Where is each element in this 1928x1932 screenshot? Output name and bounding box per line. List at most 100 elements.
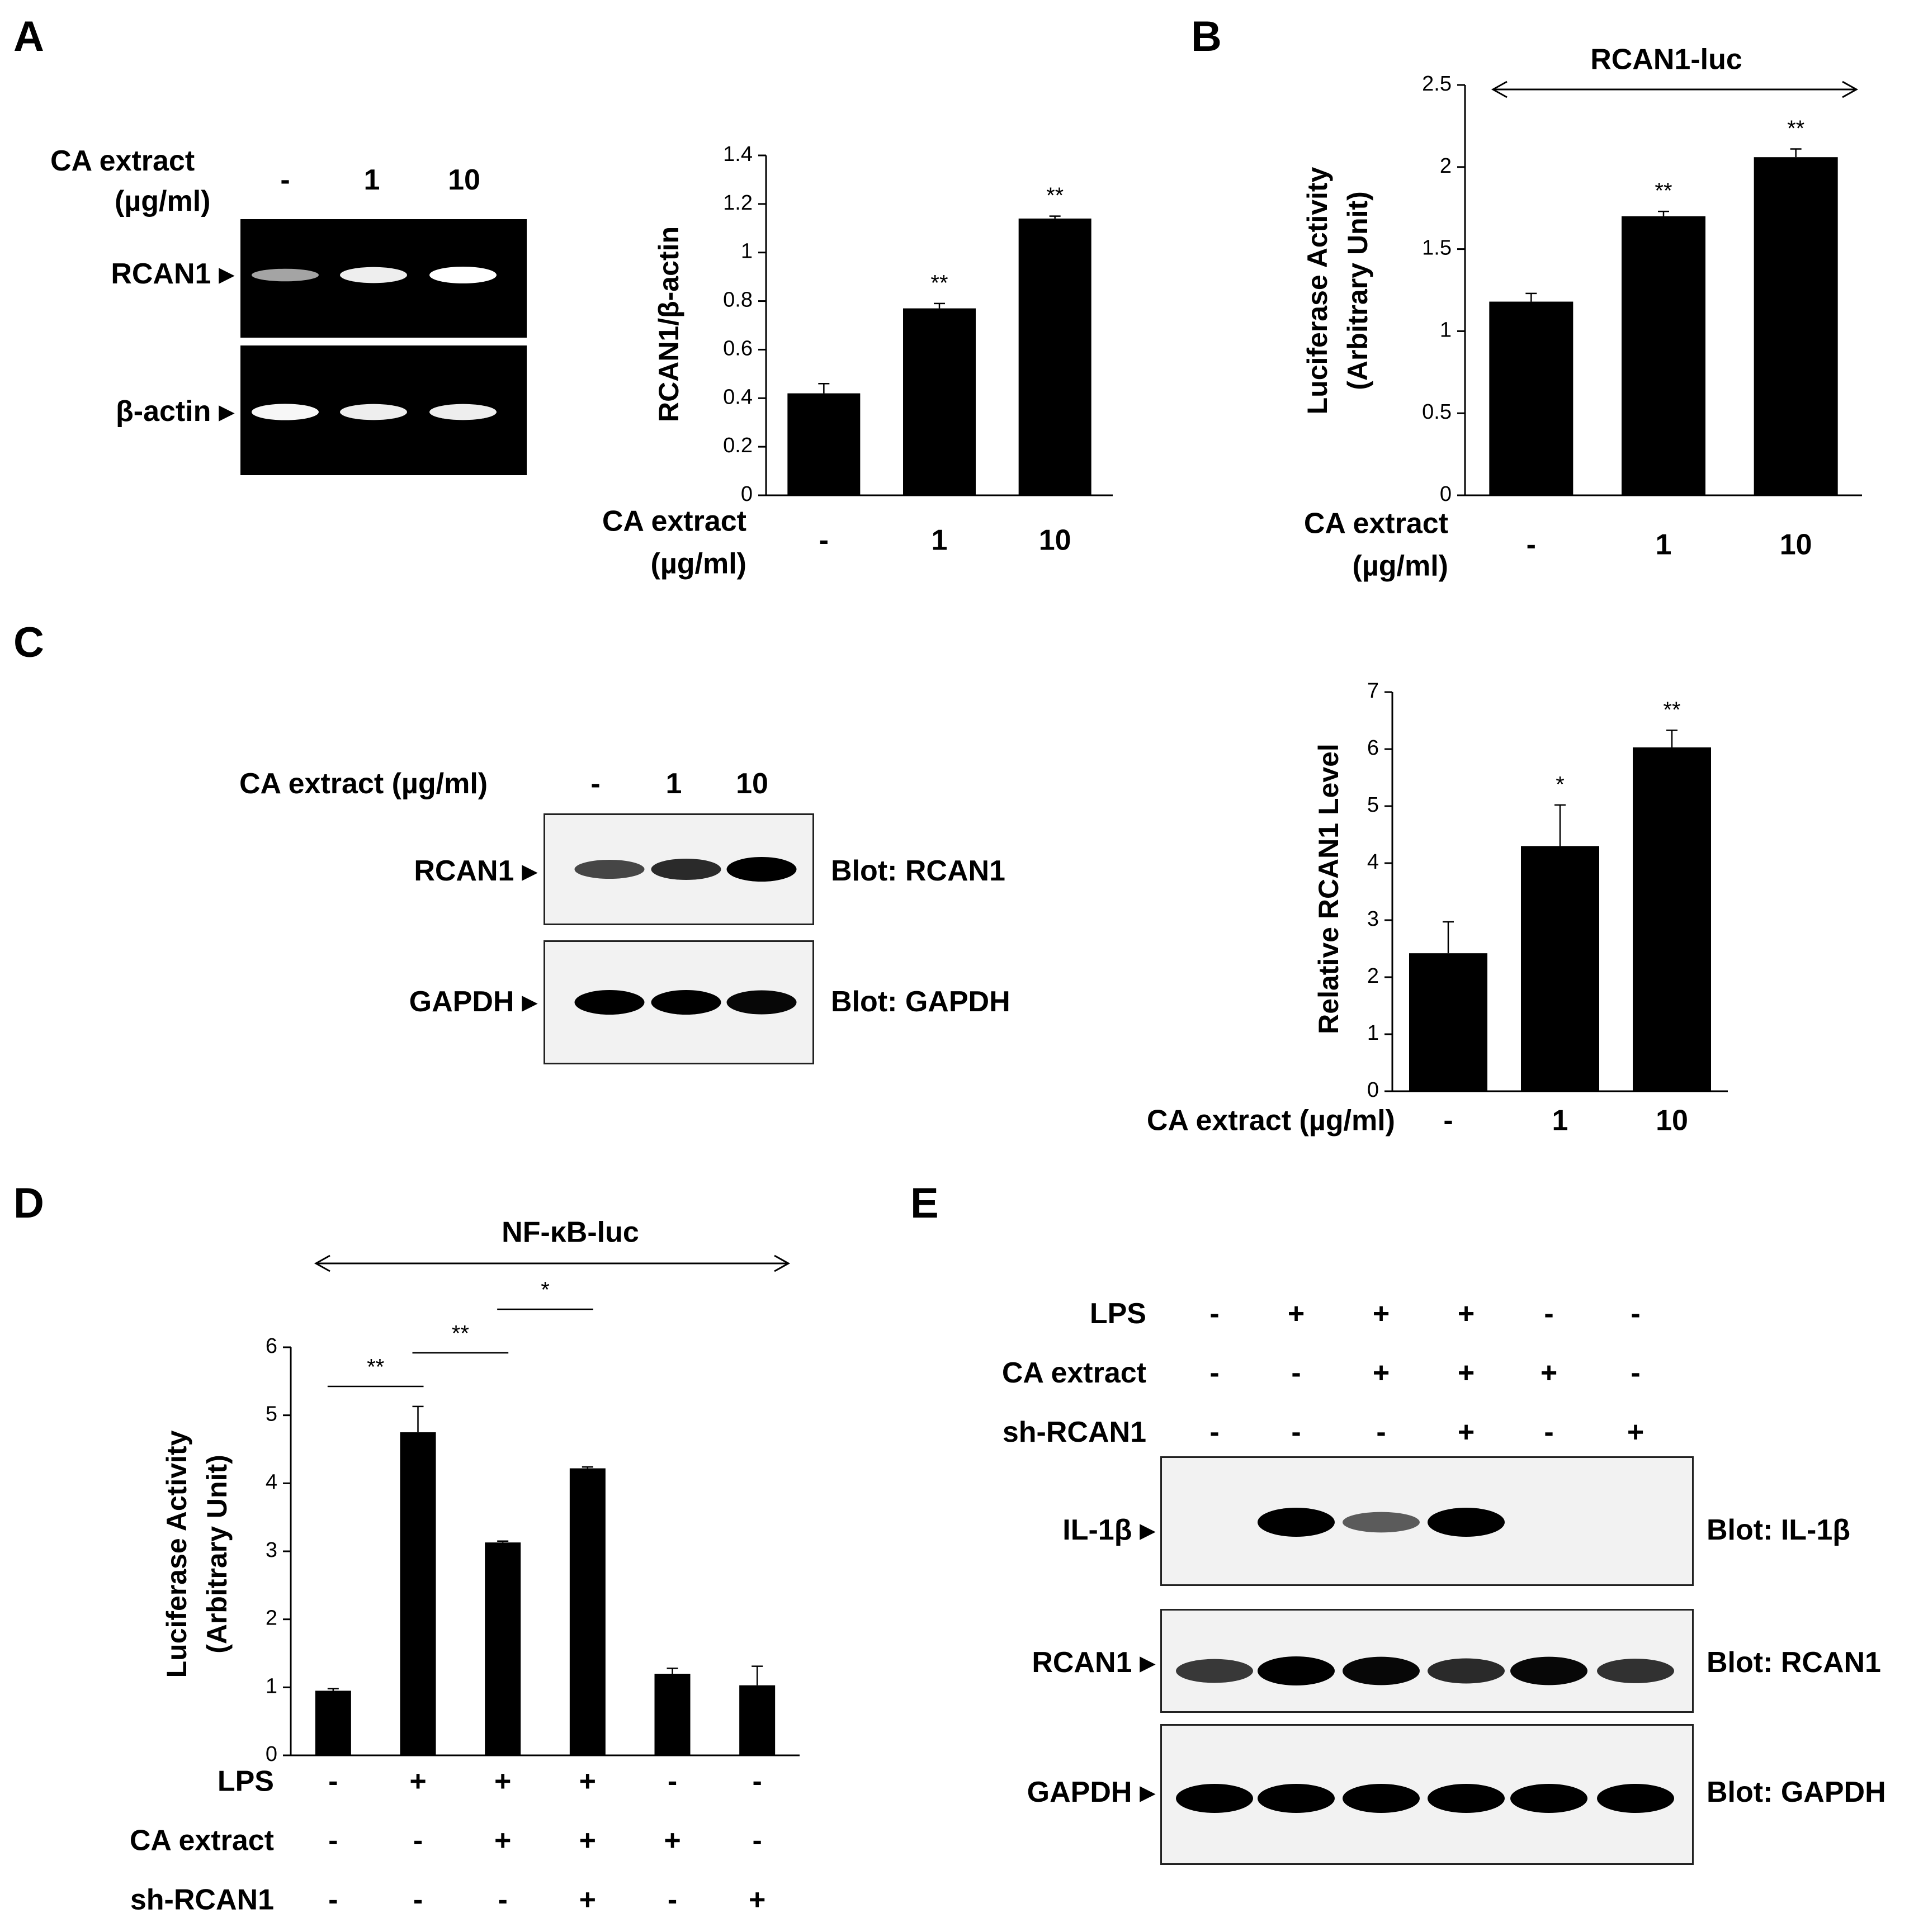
band: [1258, 1784, 1335, 1813]
treatment-label: sh-RCAN1: [130, 1884, 274, 1916]
y-tick-label: 1: [1440, 318, 1452, 342]
gel-a-lane-label: 10: [448, 164, 480, 196]
treatment-label: sh-RCAN1: [1002, 1416, 1146, 1448]
band: [574, 990, 645, 1015]
y-tick-label: 1: [741, 240, 753, 263]
x-tick-label: -: [1527, 529, 1536, 561]
y-tick-label: 1: [1367, 1021, 1379, 1045]
band: [1428, 1658, 1505, 1684]
blot-c-row-label-rcan1: RCAN1 ▸: [414, 855, 537, 887]
y-tick-label: 2: [1367, 964, 1379, 988]
blot-c-lane-label: 1: [665, 768, 682, 800]
arrow-head-right: [774, 1254, 791, 1272]
panel-letter-a: A: [13, 13, 44, 60]
y-tick-label: 0.4: [723, 385, 753, 409]
blot-c-lane-label: -: [590, 768, 601, 800]
bar: [569, 1468, 606, 1755]
y-tick-label: 0: [741, 482, 753, 506]
arrow-head-right: [1842, 80, 1859, 98]
treatment-sign: +: [579, 1825, 596, 1857]
bar: [787, 393, 861, 495]
y-tick-label: 4: [266, 1470, 277, 1494]
comparison-label: **: [452, 1322, 469, 1346]
band: [651, 990, 721, 1015]
gel-a-treatment-label: CA extract: [50, 145, 195, 177]
treatment-sign: -: [1291, 1357, 1301, 1389]
y-tick-label: 0.2: [723, 434, 753, 457]
comparison-label: **: [367, 1355, 384, 1380]
blot-e-row-label-il1b: IL-1β ▸: [1062, 1514, 1155, 1546]
bar: [739, 1685, 776, 1755]
band: [1343, 1656, 1420, 1685]
treatment-sign: -: [1209, 1416, 1220, 1448]
x-tick-label: 1: [932, 524, 948, 557]
significance-label: *: [1556, 773, 1565, 797]
treatment-sign: +: [409, 1765, 426, 1798]
y-tick-label: 3: [266, 1538, 277, 1562]
x-tick-label: -: [819, 524, 829, 557]
comparison-label: *: [541, 1278, 550, 1303]
treatment-sign: +: [1540, 1357, 1558, 1389]
significance-label: **: [1046, 183, 1064, 208]
treatment-sign: -: [413, 1825, 423, 1857]
treatment-label: LPS: [1089, 1298, 1146, 1330]
band: [726, 990, 797, 1015]
treatment-sign: -: [1631, 1298, 1641, 1330]
band: [1176, 1784, 1253, 1813]
treatment-sign: -: [668, 1765, 677, 1798]
treatment-sign: +: [1372, 1357, 1390, 1389]
band: [1597, 1784, 1674, 1813]
treatment-sign: -: [668, 1884, 677, 1916]
panel-letter-d: D: [13, 1180, 44, 1227]
band: [252, 268, 319, 282]
x-tick-label: 10: [1039, 524, 1071, 557]
y-axis-label: (Arbitrary Unit): [201, 1455, 233, 1654]
y-tick-label: 6: [1367, 736, 1379, 760]
blot-e-row-label-rcan1: RCAN1 ▸: [1032, 1646, 1155, 1679]
band: [726, 857, 797, 882]
chart-d-bar: 0 1 2 3 4 5 6 Luciferase Activity (Arbitrary Uni…: [130, 1216, 800, 1916]
bar: [485, 1542, 521, 1755]
chart-c-bar: 0 1 2 3 4 5 6 7 - * 1 ** 10 Relative RCAN1 Level CA ex…: [1147, 679, 1728, 1137]
y-axis-label: Luciferase Activity: [161, 1430, 192, 1678]
x-tick-label: 10: [1780, 529, 1812, 561]
bar: [400, 1432, 436, 1755]
band: [429, 404, 497, 420]
significance-label: **: [1663, 698, 1680, 722]
x-axis-label: CA extract: [1304, 508, 1448, 540]
treatment-sign: +: [494, 1765, 511, 1798]
y-tick-label: 6: [266, 1334, 277, 1358]
gel-a-lane-label: -: [280, 164, 290, 196]
blot-e-antibody-label-il1b: Blot: IL-1β: [1707, 1514, 1851, 1546]
treatment-sign: +: [579, 1765, 596, 1798]
band: [1510, 1656, 1587, 1685]
treatment-label: CA extract: [130, 1825, 274, 1857]
band: [429, 267, 497, 283]
gel-a-row-label-rcan1: RCAN1 ▸: [111, 258, 234, 290]
y-tick-label: 1.2: [723, 191, 753, 215]
panel-letter-b: B: [1191, 13, 1222, 60]
blot-c-bands: [574, 857, 797, 1015]
x-tick-label: 1: [1656, 529, 1672, 561]
x-axis-label: CA extract (µg/ml): [1147, 1105, 1395, 1137]
y-tick-label: 2: [266, 1607, 277, 1630]
gel-a-bands: [252, 267, 497, 420]
treatment-sign: +: [1457, 1357, 1475, 1389]
significance-label: **: [930, 271, 948, 295]
significance-label: **: [1787, 116, 1804, 141]
bar: [1521, 846, 1599, 1091]
y-tick-label: 0: [1367, 1078, 1379, 1102]
blot-e-antibody-label-gapdh: Blot: GAPDH: [1707, 1776, 1886, 1808]
y-tick-label: 5: [266, 1403, 277, 1426]
chart-b-bar: 0 0.5 1 1.5 2 2.5 - ** 1 ** 10 Luciferase Activity (…: [1302, 44, 1862, 583]
band: [1343, 1512, 1420, 1533]
band: [651, 858, 721, 880]
x-axis-label: CA extract: [602, 505, 746, 538]
band: [1597, 1659, 1674, 1683]
y-axis-label: (Arbitrary Unit): [1342, 191, 1373, 390]
y-tick-label: 0: [266, 1742, 277, 1766]
gel-a-lane-label: 1: [363, 164, 380, 196]
bar: [1754, 157, 1838, 495]
band: [340, 267, 407, 283]
blot-e-il1b: [1160, 1456, 1694, 1586]
